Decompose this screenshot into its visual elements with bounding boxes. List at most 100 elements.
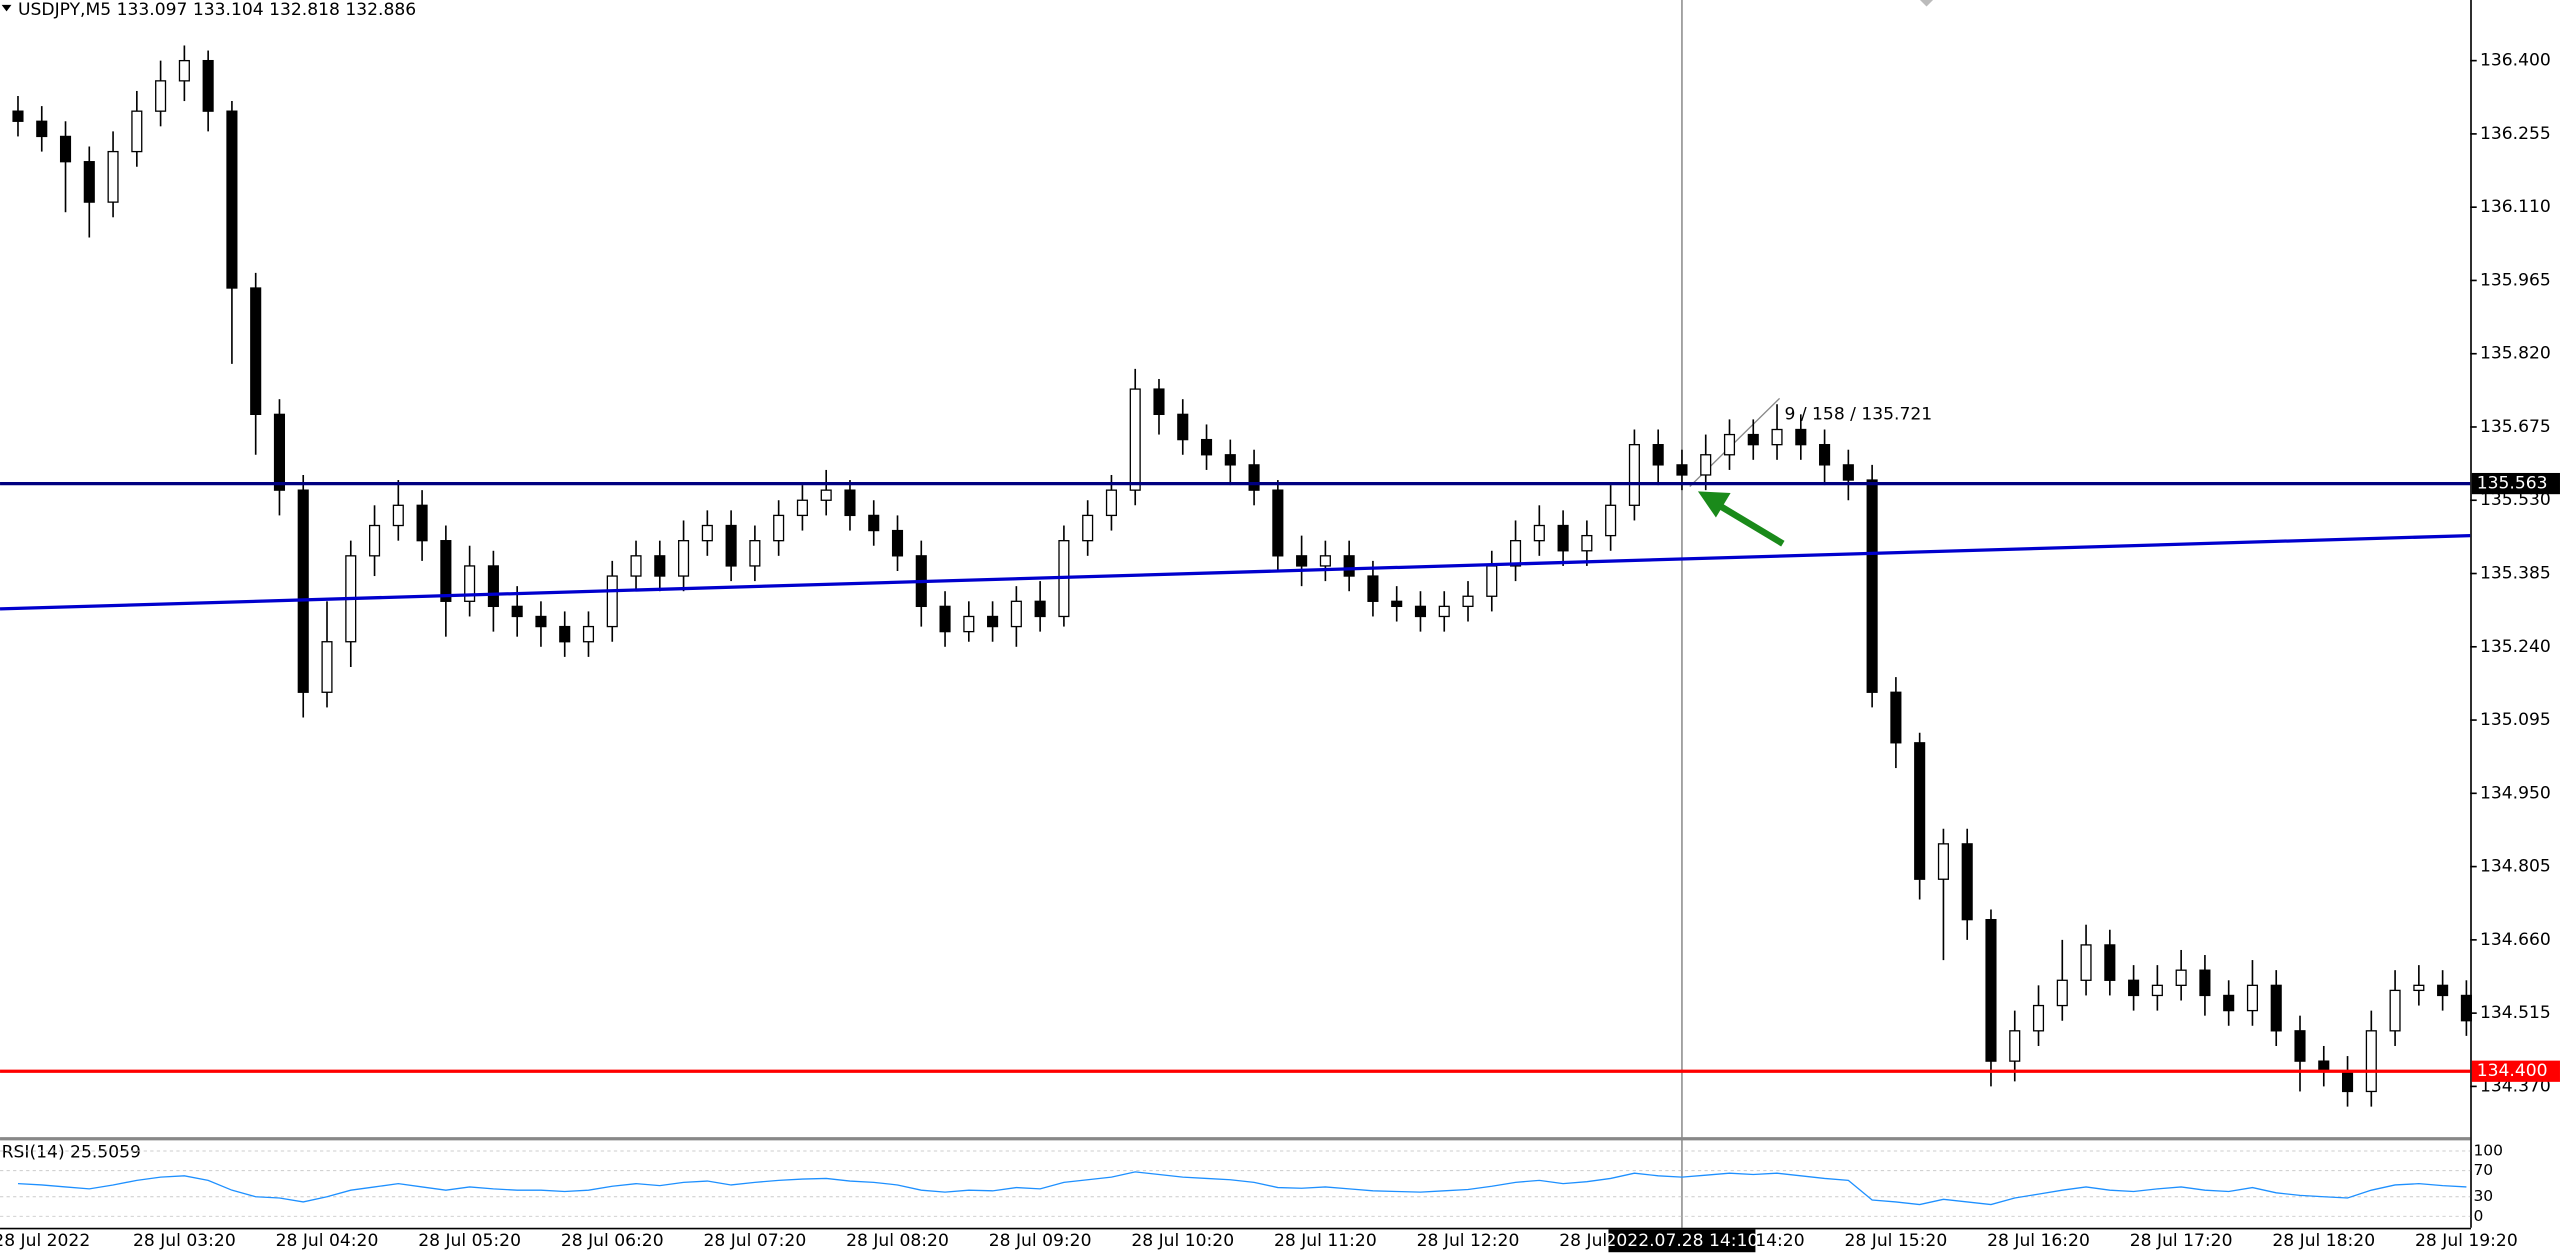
- candle-body: [12, 110, 24, 122]
- candle-body: [1034, 600, 1046, 618]
- candle-body: [321, 641, 333, 693]
- candle-body: [2128, 979, 2140, 997]
- candle-body: [1771, 428, 1783, 446]
- candle-body: [1248, 464, 1260, 491]
- header-triangle: [1, 4, 12, 12]
- candle-body: [1652, 444, 1664, 466]
- y-tick-label: 135.675: [2480, 417, 2551, 437]
- rsi-title: RSI(14) 25.5059: [2, 1143, 141, 1163]
- candle-body: [511, 605, 523, 618]
- candle-body: [416, 504, 428, 542]
- price-label: 135.563: [2477, 474, 2548, 494]
- y-tick-label: 134.950: [2480, 783, 2551, 803]
- y-tick-label: 135.965: [2480, 270, 2551, 290]
- candle-body: [2223, 994, 2235, 1012]
- candle-body: [1105, 489, 1117, 517]
- candle-body: [701, 524, 713, 542]
- chart-title: USDJPY,M5 133.097 133.104 132.818 132.88…: [18, 0, 416, 20]
- candle-body: [368, 524, 381, 557]
- price-label-box: [2471, 1060, 2560, 1082]
- candle-body: [1985, 918, 1997, 1062]
- x-tick-label: 28 Jul 16:20: [1987, 1231, 2090, 1251]
- candle-body: [59, 135, 72, 163]
- candle-body: [1795, 428, 1807, 446]
- candle-body: [1842, 464, 1854, 481]
- x-tick-label: 28 Jul 2022: [0, 1231, 90, 1251]
- candle-body: [1343, 555, 1355, 577]
- candle-body: [392, 504, 404, 527]
- candle-body: [1129, 388, 1141, 491]
- x-tick-label: 28 Jul 09:20: [989, 1231, 1092, 1251]
- y-tick-label: 135.240: [2480, 637, 2551, 657]
- candle-body: [773, 514, 785, 542]
- candle-body: [2437, 984, 2449, 997]
- candle-body: [2151, 984, 2163, 997]
- candle-body: [1414, 605, 1427, 618]
- trendline: [0, 533, 2471, 611]
- candle-body: [1296, 555, 1308, 567]
- rsi-tick-label: 30: [2473, 1187, 2493, 1205]
- candle-body: [202, 59, 214, 112]
- candle-body: [1367, 575, 1379, 602]
- candle-body: [987, 615, 999, 628]
- candle-body: [820, 489, 832, 501]
- candle-body: [464, 565, 476, 602]
- candle-body: [2460, 994, 2472, 1022]
- candle-body: [1937, 843, 1949, 880]
- candle-body: [1700, 454, 1712, 476]
- candle-body: [1581, 534, 1593, 552]
- candle-body: [273, 413, 286, 491]
- rsi-tick-label: 0: [2473, 1207, 2483, 1225]
- x-tick-label: 28 Jul 03:20: [133, 1231, 236, 1251]
- y-tick-label: 135.530: [2480, 490, 2551, 510]
- candle-body: [2080, 944, 2092, 981]
- candle-body: [630, 555, 642, 577]
- candle-body: [2341, 1070, 2354, 1093]
- rsi-tick-label: 70: [2473, 1161, 2493, 1179]
- x-tick-label: 28 Jul 18:20: [2272, 1231, 2375, 1251]
- candle-body: [725, 524, 737, 567]
- y-tick-label: 135.820: [2480, 344, 2551, 364]
- annotation: 9 / 158 / 135.721: [1784, 405, 1932, 425]
- y-tick-label: 136.400: [2480, 51, 2551, 71]
- candle-body: [1200, 438, 1213, 456]
- candle-body: [1272, 489, 1284, 557]
- x-tick-label: 28 Jul 06:20: [561, 1231, 664, 1251]
- y-tick-label: 136.110: [2480, 197, 2551, 217]
- y-tick-label: 134.805: [2480, 857, 2551, 877]
- candle-body: [1010, 600, 1022, 628]
- candle-body: [535, 615, 547, 628]
- candle-body: [131, 110, 143, 153]
- candle-body: [226, 110, 238, 289]
- candle-body: [2009, 1030, 2021, 1062]
- y-tick-label: 136.255: [2480, 124, 2551, 144]
- candle-body: [1723, 433, 1736, 456]
- crosshair-label: 2022.07.28 14:10: [1606, 1231, 1759, 1251]
- x-tick-label: 28 Jul 11:20: [1274, 1231, 1377, 1251]
- crosshair-label-box: [1608, 1229, 1756, 1253]
- candle-body: [36, 120, 48, 138]
- candle-body: [1557, 524, 1569, 552]
- candle-body: [2413, 984, 2425, 992]
- candle-body: [1676, 464, 1688, 476]
- green-arrow: [1697, 491, 1785, 547]
- x-tick-label: 28 Jul 19:20: [2415, 1231, 2518, 1251]
- candle-body: [1438, 605, 1450, 618]
- candle-body: [1890, 691, 1902, 744]
- candle-body: [749, 540, 761, 567]
- candle-body: [606, 575, 618, 628]
- candle-body: [2389, 989, 2401, 1032]
- candle-body: [1486, 565, 1498, 597]
- candle-body: [1533, 524, 1545, 542]
- candle-body: [1605, 504, 1617, 537]
- candle-body: [868, 514, 880, 532]
- candle-body: [2175, 969, 2187, 986]
- candle-body: [2032, 1004, 2045, 1032]
- x-tick-label: 28 Jul 12:20: [1417, 1231, 1520, 1251]
- candle-body: [1747, 433, 1759, 446]
- candle-body: [1391, 600, 1403, 608]
- rsi-tick-label: 100: [2473, 1142, 2503, 1160]
- candle-body: [963, 615, 975, 633]
- candle-body: [1914, 742, 1926, 880]
- candle-body: [297, 489, 309, 693]
